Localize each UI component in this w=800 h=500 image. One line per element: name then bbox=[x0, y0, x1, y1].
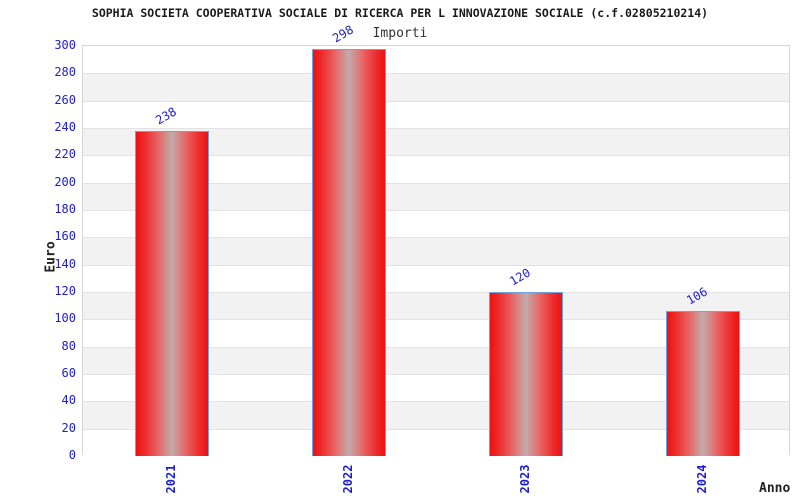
x-tick-label: 2024 bbox=[694, 464, 709, 494]
x-axis-title: Anno bbox=[759, 481, 791, 496]
gridline bbox=[83, 346, 789, 348]
x-tick-label: 2022 bbox=[340, 464, 355, 494]
background-band bbox=[83, 73, 789, 101]
x-tick-label: 2023 bbox=[517, 464, 532, 494]
y-tick-label: 140 bbox=[54, 256, 76, 271]
y-tick-label: 260 bbox=[54, 92, 76, 107]
y-tick-label: 0 bbox=[68, 448, 76, 462]
y-tick-label: 300 bbox=[54, 38, 76, 52]
chart-subtitle: Importi bbox=[372, 26, 428, 41]
gridline bbox=[83, 264, 789, 266]
bar bbox=[488, 292, 563, 456]
y-tick-label: 220 bbox=[54, 147, 76, 162]
gridline bbox=[83, 73, 789, 75]
y-tick-label: 80 bbox=[61, 338, 76, 353]
bar bbox=[665, 311, 740, 456]
plot-area: 238 298 120 106 bbox=[82, 22, 790, 456]
y-tick-label: 120 bbox=[54, 284, 76, 298]
gridline bbox=[83, 292, 789, 293]
chart-title: SOPHIA SOCIETA COOPERATIVA SOCIALE DI RI… bbox=[91, 6, 709, 20]
y-tick-label: 100 bbox=[54, 311, 76, 326]
gridline bbox=[83, 128, 789, 129]
y-tick-label: 60 bbox=[61, 366, 76, 380]
bar bbox=[311, 48, 386, 456]
gridline bbox=[83, 374, 789, 375]
background-band bbox=[83, 100, 789, 128]
gridline bbox=[83, 155, 789, 157]
gridline bbox=[83, 100, 789, 102]
y-tick-label: 160 bbox=[54, 229, 76, 244]
y-tick-label: 240 bbox=[54, 120, 76, 134]
y-tick-label: 200 bbox=[54, 174, 76, 189]
x-tick-label: 2021 bbox=[163, 464, 178, 494]
background-band bbox=[83, 46, 789, 74]
gridline bbox=[83, 237, 789, 239]
bar bbox=[134, 130, 209, 456]
gridline bbox=[83, 428, 789, 430]
y-tick-label: 280 bbox=[54, 65, 76, 80]
gridline bbox=[83, 401, 789, 403]
gridline bbox=[83, 182, 789, 184]
gridline bbox=[83, 319, 789, 321]
gridline bbox=[83, 210, 789, 211]
y-tick-label: 180 bbox=[54, 202, 76, 216]
y-tick-label: 40 bbox=[61, 393, 76, 408]
y-tick-label: 20 bbox=[61, 420, 76, 435]
